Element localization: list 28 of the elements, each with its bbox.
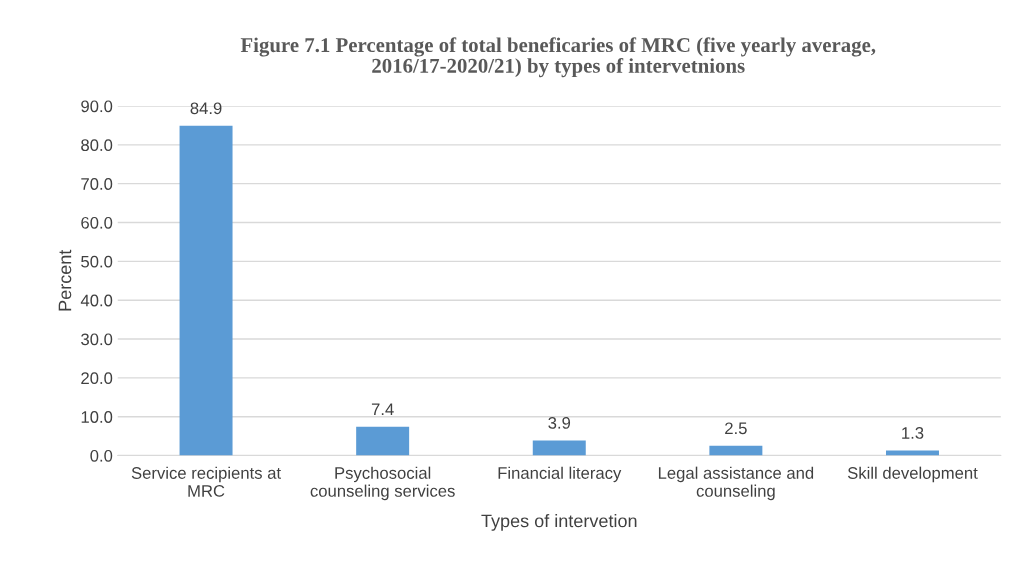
bar <box>709 445 763 456</box>
chart-title: Figure 7.1 Percentage of total beneficaries of MRC (five yearly average, 2016/17-2020/21) by types of intervetnions <box>240 37 876 78</box>
x-tick-label: Legal assistance and counseling <box>658 466 814 501</box>
y-tick-label: 20.0 <box>81 372 113 385</box>
data-label: 84.9 <box>190 102 222 115</box>
data-label: 1.3 <box>902 427 924 439</box>
y-tick-label: 10.0 <box>81 411 113 423</box>
y-tick-label: 70.0 <box>81 178 113 190</box>
x-axis-title: Types of intervetion <box>481 514 637 531</box>
y-axis-title: Percent <box>58 249 72 311</box>
y-tick-label: 90.0 <box>81 100 113 113</box>
y-tick-label: 50.0 <box>81 255 113 268</box>
y-tick-label: 80.0 <box>81 139 113 152</box>
x-tick-label: Service recipients at MRC <box>131 466 281 497</box>
y-tick-label: 40.0 <box>80 294 113 307</box>
x-tick-label: Skill development <box>847 466 978 483</box>
x-tick-label: Psychosocial counseling services <box>310 466 455 501</box>
y-tick-label: 60.0 <box>81 216 113 229</box>
y-tick-label: 30.0 <box>81 333 113 346</box>
bar <box>179 125 233 456</box>
data-label: 3.9 <box>548 416 571 429</box>
bar <box>356 426 410 456</box>
x-tick-label: Financial literacy <box>498 466 622 483</box>
bar <box>885 450 939 456</box>
y-tick-label: 0.0 <box>90 449 113 462</box>
data-label: 7.4 <box>371 403 394 415</box>
bar <box>532 440 586 456</box>
data-label: 2.5 <box>725 422 747 435</box>
